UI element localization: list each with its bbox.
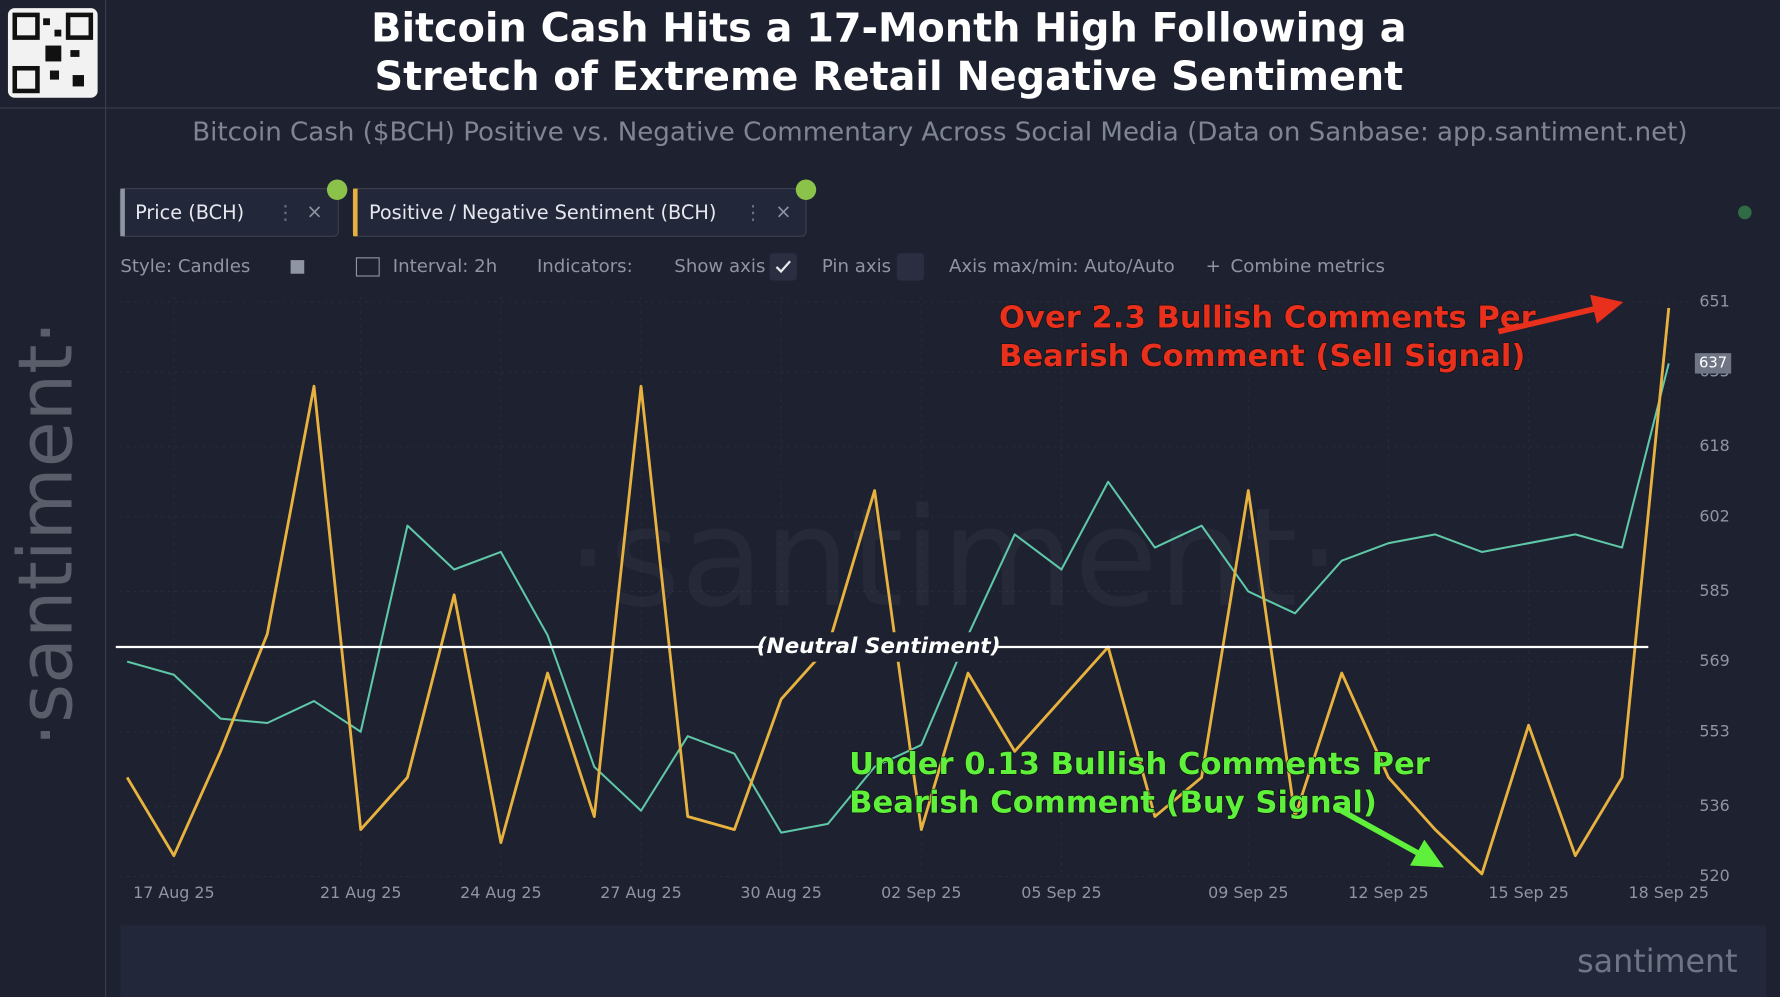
x-tick-label: 05 Sep 25: [1021, 883, 1101, 902]
annotation-arrow: [1497, 304, 1605, 335]
neutral-label: (Neutral Sentiment): [757, 634, 1001, 659]
x-tick-label: 09 Sep 25: [1208, 883, 1288, 902]
legend-entry: Positive / Negative Sentiment (BCH): [369, 201, 716, 224]
y-tick-label: 618: [1699, 436, 1729, 455]
x-tick-label: 21 Aug 25: [320, 883, 402, 902]
annotation: Over 2.3 Bullish Comments Per: [999, 301, 1537, 336]
y-tick-label: 536: [1699, 796, 1729, 815]
neutral-label-bg: [762, 632, 995, 662]
tab-accent: [120, 188, 125, 237]
annotation: Bearish Comment (Sell Signal): [999, 339, 1525, 374]
y-tick-label: 569: [1699, 651, 1729, 670]
x-tick-label: 17 Aug 25: [133, 883, 215, 902]
title-line: Bitcoin Cash Hits a 17-Month High Follow…: [371, 5, 1406, 51]
center-watermark: ·santiment·: [566, 480, 1341, 638]
show-axis-label: Show axis: [674, 256, 765, 277]
corner-watermark: santiment: [1577, 944, 1738, 980]
annotation-arrow: [1335, 805, 1428, 861]
plus-icon: +: [1206, 256, 1221, 277]
coin-badge: [795, 179, 817, 200]
tab-menu[interactable]: ⋮: [276, 201, 295, 224]
y-tick-label: 602: [1699, 506, 1729, 525]
tab-close[interactable]: ×: [307, 200, 323, 223]
arrow-head: [1590, 294, 1624, 324]
x-tick-label: 24 Aug 25: [460, 883, 542, 902]
annotation: Under 0.13 Bullish Comments Per: [849, 747, 1431, 782]
y-tick-label: 520: [1699, 866, 1729, 885]
side-watermark: ·santiment·: [2, 321, 90, 747]
navigator: [120, 925, 1767, 997]
style-select[interactable]: Style: Candles: [120, 256, 250, 277]
checkmark: [775, 260, 791, 274]
title-line: Stretch of Extreme Retail Negative Senti…: [375, 54, 1404, 100]
last-price-badge: [1694, 353, 1732, 374]
x-tick-label: 15 Sep 25: [1488, 883, 1568, 902]
color-swatch[interactable]: [290, 260, 305, 274]
tab-menu[interactable]: ⋮: [744, 201, 763, 224]
y-tick-label: 553: [1699, 721, 1729, 740]
indicators-select[interactable]: Indicators:: [537, 256, 633, 277]
pin-axis-label: Pin axis: [822, 256, 891, 277]
combine-button[interactable]: Combine metrics: [1231, 256, 1385, 277]
pin-axis-checkbox[interactable]: [896, 253, 925, 281]
last-price-label: 637: [1699, 354, 1727, 371]
y-tick-label: 651: [1699, 291, 1729, 310]
subtitle: Bitcoin Cash ($BCH) Positive vs. Negativ…: [192, 117, 1687, 147]
x-tick-label: 30 Aug 25: [740, 883, 822, 902]
interval-select[interactable]: Interval: 2h: [393, 256, 497, 277]
axis-range-select[interactable]: Axis max/min: Auto/Auto: [949, 256, 1175, 277]
annotation: Bearish Comment (Buy Signal): [849, 785, 1377, 820]
x-tick-label: 02 Sep 25: [881, 883, 961, 902]
coin-badge: [326, 179, 348, 200]
qr-code: [7, 8, 98, 98]
tab-close[interactable]: ×: [775, 200, 791, 223]
x-tick-label: 12 Sep 25: [1348, 883, 1428, 902]
legend-entry: Price (BCH): [135, 201, 244, 224]
arrow-head: [1409, 839, 1444, 868]
status-dot: [1737, 205, 1752, 220]
series-line: [126, 363, 1670, 834]
interval-icon: [355, 257, 380, 277]
x-tick-label: 18 Sep 25: [1629, 883, 1709, 902]
x-tick-label: 27 Aug 25: [600, 883, 682, 902]
y-tick-label: 585: [1699, 581, 1729, 600]
show-axis-checkbox[interactable]: [769, 253, 797, 281]
tab-accent: [353, 188, 358, 237]
